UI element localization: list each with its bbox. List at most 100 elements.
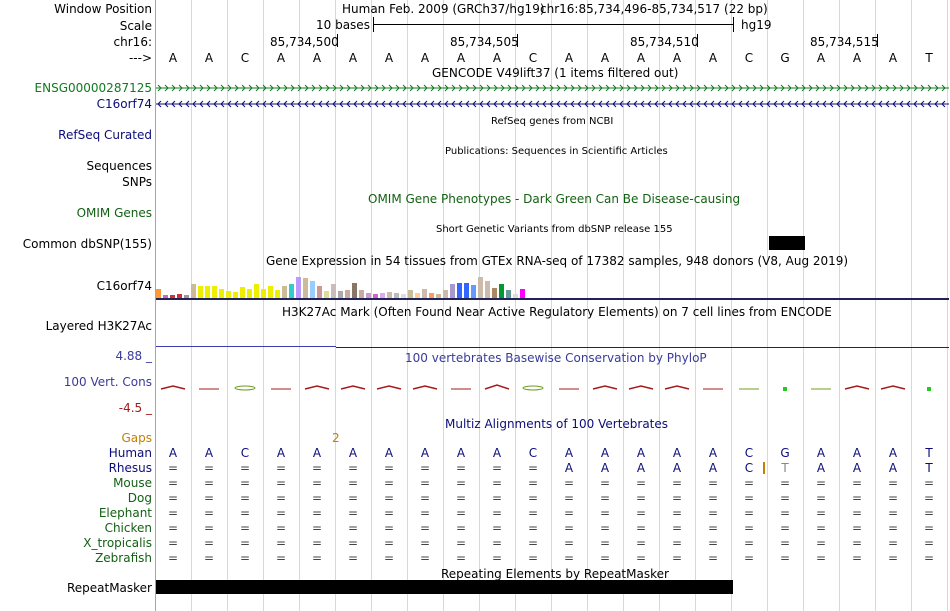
gtex-tissue-bar[interactable] — [464, 283, 469, 298]
repeatmasker-element[interactable] — [156, 580, 733, 594]
gtex-gene-label[interactable]: C16orf74 — [96, 279, 152, 293]
gencode-gene-reverse-strand[interactable] — [156, 100, 949, 108]
gtex-tissue-bar[interactable] — [289, 284, 294, 298]
gtex-tissue-bar[interactable] — [191, 284, 196, 298]
multiz-track-title[interactable]: Multiz Alignments of 100 Vertebrates — [445, 417, 669, 431]
refseq-curated-label[interactable]: RefSeq Curated — [58, 128, 152, 142]
gtex-tissue-bar[interactable] — [450, 284, 455, 298]
dna-base: C — [744, 51, 754, 65]
multiz-base: = — [239, 506, 251, 520]
multiz-base: = — [239, 461, 251, 475]
gtex-tissue-bar[interactable] — [261, 289, 266, 298]
repeatmasker-track-title[interactable]: Repeating Elements by RepeatMasker — [441, 567, 669, 581]
gtex-tissue-bar[interactable] — [401, 294, 406, 298]
conservation-score-mark — [304, 385, 330, 390]
gtex-tissue-bar[interactable] — [296, 277, 301, 298]
gtex-tissue-bar[interactable] — [317, 286, 322, 298]
gtex-tissue-bar[interactable] — [331, 284, 336, 298]
multiz-species-label[interactable]: Mouse — [113, 476, 152, 490]
gtex-tissue-bar[interactable] — [268, 286, 273, 298]
repeatmasker-label[interactable]: RepeatMasker — [66, 581, 152, 595]
gtex-tissue-bar[interactable] — [226, 291, 231, 298]
dbsnp-variant-item[interactable] — [769, 236, 805, 250]
gtex-tissue-bar[interactable] — [212, 286, 217, 298]
multiz-base: = — [311, 521, 323, 535]
gtex-tissue-bar[interactable] — [415, 293, 420, 298]
gtex-tissue-bar[interactable] — [324, 291, 329, 298]
gtex-tissue-bar[interactable] — [282, 286, 287, 298]
gtex-tissue-bar[interactable] — [387, 292, 392, 298]
gtex-tissue-bar[interactable] — [485, 281, 490, 298]
gtex-tissue-bar[interactable] — [408, 290, 413, 298]
gtex-tissue-bar[interactable] — [373, 294, 378, 298]
gtex-tissue-bar[interactable] — [156, 289, 161, 298]
gtex-tissue-bar[interactable] — [338, 291, 343, 298]
gtex-tissue-bar[interactable] — [492, 288, 497, 298]
conservation-label[interactable]: 100 Vert. Cons — [63, 375, 152, 389]
dbsnp-label[interactable]: Common dbSNP(155) — [22, 237, 152, 251]
gtex-tissue-bar[interactable] — [345, 290, 350, 298]
gtex-tissue-bar[interactable] — [513, 294, 518, 298]
gtex-tissue-bar[interactable] — [177, 294, 182, 298]
gtex-tissue-bar[interactable] — [184, 295, 189, 298]
gtex-tissue-bar[interactable] — [499, 284, 504, 298]
refseq-track-title[interactable]: RefSeq genes from NCBI — [491, 116, 614, 127]
gtex-tissue-bar[interactable] — [163, 295, 168, 298]
gtex-tissue-bar[interactable] — [366, 293, 371, 298]
h3k27ac-label[interactable]: Layered H3K27Ac — [45, 319, 152, 333]
gtex-tissue-bar[interactable] — [380, 293, 385, 298]
gencode-gene-forward-strand[interactable] — [156, 84, 949, 92]
gtex-tissue-bar[interactable] — [247, 289, 252, 298]
gtex-tissue-bar[interactable] — [520, 289, 525, 298]
multiz-species-label[interactable]: X_tropicalis — [83, 536, 152, 550]
h3k27ac-track-title[interactable]: H3K27Ac Mark (Often Found Near Active Re… — [282, 305, 832, 319]
gtex-tissue-bar[interactable] — [506, 290, 511, 298]
gtex-tissue-bar[interactable] — [394, 293, 399, 298]
dna-base: A — [420, 51, 430, 65]
multiz-species-label[interactable]: Elephant — [98, 506, 152, 520]
multiz-base: = — [167, 461, 179, 475]
multiz-base: = — [707, 491, 719, 505]
multiz-base: = — [455, 491, 467, 505]
gtex-tissue-bar[interactable] — [359, 290, 364, 298]
gtex-tissue-bar[interactable] — [478, 277, 483, 298]
gtex-tissue-bar[interactable] — [219, 289, 224, 298]
omim-genes-label[interactable]: OMIM Genes — [76, 206, 152, 220]
gtex-track-title[interactable]: Gene Expression in 54 tissues from GTEx … — [266, 254, 849, 268]
gtex-tissue-bar[interactable] — [303, 278, 308, 298]
gtex-tissue-bar[interactable] — [254, 284, 259, 298]
gtex-tissue-bar[interactable] — [352, 283, 357, 298]
multiz-base: = — [239, 476, 251, 490]
gtex-tissue-bar[interactable] — [422, 289, 427, 298]
gtex-tissue-bar[interactable] — [240, 287, 245, 298]
multiz-species-label[interactable]: Human — [108, 446, 152, 460]
multiz-species-label[interactable]: Zebrafish — [95, 551, 152, 565]
gencode-track-title[interactable]: GENCODE V49lift37 (1 items filtered out) — [432, 66, 679, 80]
multiz-species-label[interactable]: Dog — [127, 491, 152, 505]
gtex-tissue-bar[interactable] — [471, 285, 476, 298]
gtex-tissue-bar[interactable] — [233, 292, 238, 298]
gtex-tissue-bar[interactable] — [198, 286, 203, 298]
multiz-species-label[interactable]: Chicken — [104, 521, 152, 535]
gtex-tissue-bar[interactable] — [457, 283, 462, 298]
gtex-tissue-bar[interactable] — [443, 290, 448, 298]
gtex-tissue-bar[interactable] — [429, 293, 434, 298]
multiz-base: A — [708, 446, 718, 460]
gtex-tissue-bar[interactable] — [205, 286, 210, 298]
omim-track-title[interactable]: OMIM Gene Phenotypes - Dark Green Can Be… — [368, 192, 741, 206]
gtex-tissue-bar[interactable] — [436, 294, 441, 298]
gencode-gene-label-1[interactable]: ENSG00000287125 — [34, 81, 152, 95]
gencode-gene-label-2[interactable]: C16orf74 — [96, 97, 152, 111]
multiz-species-label[interactable]: Rhesus — [108, 461, 152, 475]
gtex-tissue-bar[interactable] — [170, 295, 175, 298]
conservation-signal[interactable] — [156, 380, 949, 400]
multiz-base: = — [347, 476, 359, 490]
sequences-label[interactable]: Sequences — [86, 159, 152, 173]
conservation-track-title[interactable]: 100 vertebrates Basewise Conservation by… — [405, 351, 707, 365]
multiz-base: = — [383, 551, 395, 565]
publications-track-title[interactable]: Publications: Sequences in Scientific Ar… — [445, 146, 668, 157]
gtex-tissue-bar[interactable] — [275, 290, 280, 298]
gtex-tissue-bar[interactable] — [310, 281, 315, 298]
dbsnp-track-title[interactable]: Short Genetic Variants from dbSNP releas… — [436, 224, 673, 235]
snps-label[interactable]: SNPs — [122, 175, 152, 189]
